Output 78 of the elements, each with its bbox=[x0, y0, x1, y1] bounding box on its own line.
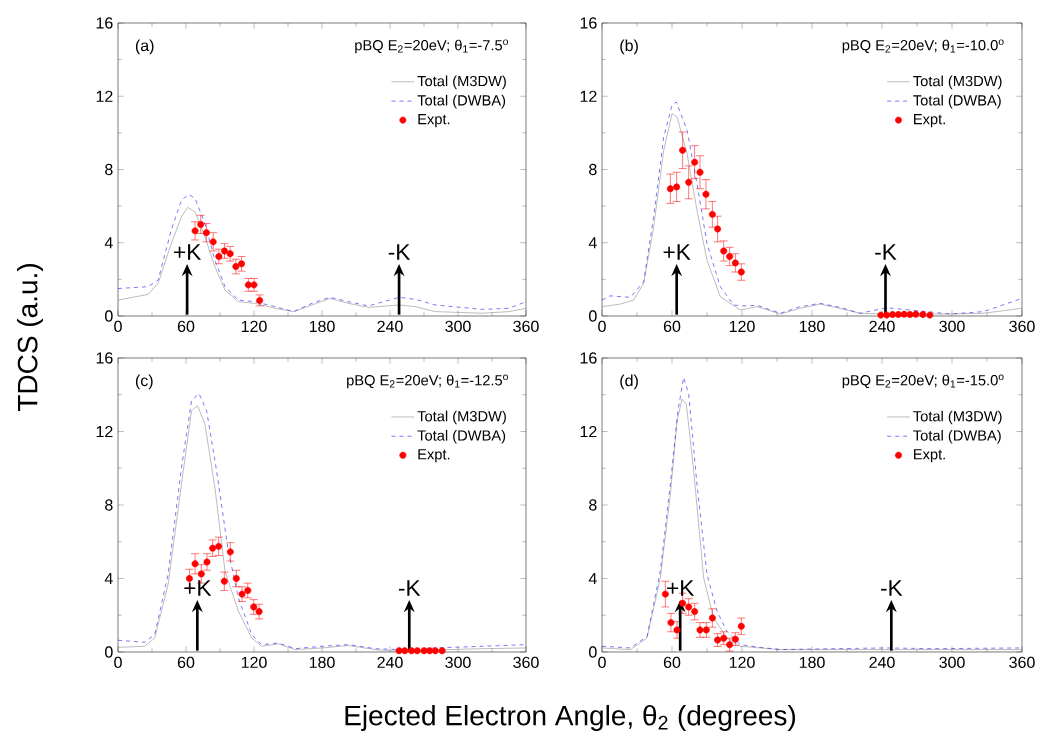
x-tick-label: 180 bbox=[309, 320, 335, 333]
y-tick-label: 8 bbox=[589, 163, 597, 176]
y-tick-label: 4 bbox=[588, 237, 597, 249]
legend-label: Total (DWBA) bbox=[913, 94, 1001, 109]
x-tick-label: 180 bbox=[799, 656, 825, 669]
legend-label: Expt. bbox=[914, 114, 945, 128]
ref-line-label: +K bbox=[174, 244, 202, 260]
x-tick-label: 360 bbox=[1009, 320, 1035, 333]
y-tick-label: 16 bbox=[96, 17, 113, 29]
x-axis-title: Ejected Electron Angle, θ$_{2}$ (degrees) bbox=[345, 704, 796, 732]
y-tick-label: 0 bbox=[105, 310, 113, 322]
y-tick-label: 8 bbox=[105, 163, 113, 176]
legend-label: Expt. bbox=[418, 114, 450, 128]
y-tick-label: 4 bbox=[588, 573, 597, 584]
x-tick-label: 120 bbox=[729, 320, 755, 333]
y-tick-label: 12 bbox=[580, 90, 597, 102]
y-tick-label: 0 bbox=[589, 646, 597, 658]
x-tick-label: 360 bbox=[513, 320, 539, 333]
text: pBQ E$_{2}$=20eV; θ$_{1}$=-7.5$^{o}$ bbox=[355, 39, 508, 54]
legend-label: Total (M3DW) bbox=[913, 410, 1002, 425]
x-tick-label: 240 bbox=[377, 320, 403, 333]
x-tick-label: 60 bbox=[177, 656, 195, 669]
x-tick-label: 60 bbox=[177, 320, 195, 333]
ref-line-label: -K bbox=[875, 244, 897, 260]
y-tick-label: 4 bbox=[104, 237, 113, 249]
x-tick-label: 60 bbox=[663, 656, 681, 669]
x-tick-label: 300 bbox=[445, 656, 471, 669]
legend-label: Total (DWBA) bbox=[417, 94, 506, 109]
x-tick-label: 240 bbox=[377, 656, 403, 669]
x-tick-label: 0 bbox=[114, 320, 122, 333]
text: pBQ E$_{2}$=20eV; θ$_{1}$=-12.5$^{o}$ bbox=[347, 374, 508, 389]
y-tick-label: 12 bbox=[96, 90, 113, 102]
y-tick-label: 16 bbox=[580, 17, 597, 29]
x-tick-label: 60 bbox=[663, 320, 681, 333]
x-tick-label: 240 bbox=[869, 656, 895, 669]
ref-line-label: -K bbox=[388, 244, 411, 260]
x-tick-label: 300 bbox=[939, 656, 965, 669]
legend-label: Expt. bbox=[418, 449, 450, 463]
x-tick-label: 0 bbox=[114, 656, 122, 669]
legend-label: Total (M3DW) bbox=[913, 75, 1002, 90]
legend-label: Expt. bbox=[914, 449, 945, 463]
x-tick-label: 240 bbox=[869, 320, 895, 333]
annotation: (d) bbox=[620, 374, 638, 390]
x-tick-label: 120 bbox=[241, 656, 267, 669]
x-tick-label: 360 bbox=[1009, 656, 1035, 669]
ref-line-label: +K bbox=[663, 244, 691, 260]
legend-label: Total (DWBA) bbox=[417, 429, 506, 444]
legend-label: Total (M3DW) bbox=[417, 410, 506, 425]
text: pBQ E$_{2}$=20eV; θ$_{1}$=-10.0$^{o}$ bbox=[842, 39, 1004, 54]
ref-line-label: +K bbox=[667, 580, 695, 596]
x-tick-label: 300 bbox=[445, 320, 471, 333]
y-tick-label: 16 bbox=[96, 352, 113, 364]
text: pBQ E$_{2}$=20eV; θ$_{1}$=-15.0$^{o}$ bbox=[842, 374, 1004, 389]
x-tick-label: 360 bbox=[513, 656, 539, 669]
ref-line-label: +K bbox=[184, 580, 212, 596]
y-tick-label: 12 bbox=[580, 425, 597, 438]
x-tick-label: 120 bbox=[729, 656, 755, 669]
y-axis-title: TDCS (a.u.) bbox=[16, 264, 44, 412]
y-tick-label: 0 bbox=[105, 646, 113, 658]
y-tick-label: 12 bbox=[96, 425, 113, 438]
y-tick-label: 16 bbox=[580, 352, 597, 364]
y-tick-label: 4 bbox=[104, 573, 113, 584]
x-tick-label: 120 bbox=[241, 320, 267, 333]
annotation: (b) bbox=[620, 39, 638, 55]
x-tick-label: 180 bbox=[309, 656, 335, 669]
x-tick-label: 180 bbox=[799, 320, 825, 333]
y-tick-label: 8 bbox=[589, 499, 597, 511]
y-tick-label: 8 bbox=[105, 499, 113, 511]
x-tick-label: 300 bbox=[939, 320, 965, 333]
legend-label: Total (DWBA) bbox=[913, 429, 1001, 444]
ref-line-label: -K bbox=[398, 580, 421, 596]
annotation: (a) bbox=[135, 39, 154, 55]
x-tick-label: 0 bbox=[598, 656, 606, 669]
ref-line-label: -K bbox=[881, 580, 903, 596]
y-tick-label: 0 bbox=[589, 310, 597, 322]
annotation: (c) bbox=[135, 374, 153, 390]
x-tick-label: 0 bbox=[598, 320, 606, 333]
legend-label: Total (M3DW) bbox=[417, 75, 506, 90]
